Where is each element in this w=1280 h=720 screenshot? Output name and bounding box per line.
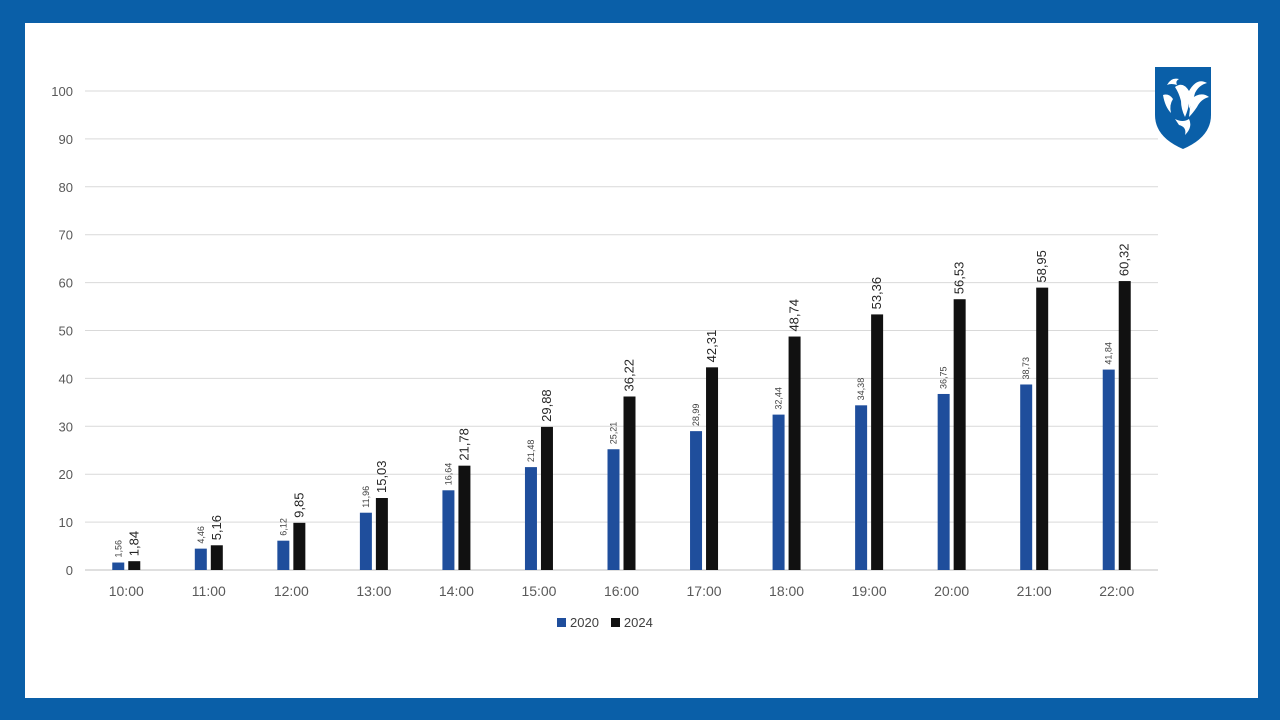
y-tick-label: 40 [59,371,73,386]
data-label-2020: 16,64 [443,463,453,486]
data-label-2020: 32,44 [774,387,784,410]
data-label-2020: 21,48 [526,440,536,463]
legend-label-2020: 2020 [570,614,599,630]
bar-2024 [540,426,553,570]
bar-2024 [1036,287,1049,570]
bar-2024 [210,545,223,570]
x-tick-label: 12:00 [274,583,309,599]
legend-swatch-2024 [610,617,620,627]
y-tick-label: 0 [66,563,73,578]
y-tick-label: 80 [59,180,73,195]
data-label-2024: 5,16 [209,515,224,540]
bar-2020 [1020,384,1033,570]
y-tick-label: 70 [59,228,73,243]
x-tick-label: 14:00 [439,583,474,599]
y-tick-label: 100 [51,84,73,99]
x-tick-label: 21:00 [1017,583,1052,599]
data-label-2020: 36,75 [939,366,949,389]
bar-2020 [524,467,537,570]
bar-2024 [293,522,306,570]
bar-2020 [112,562,125,570]
data-label-2020: 4,46 [196,526,206,544]
data-label-2024: 60,32 [1117,244,1132,277]
legend-label-2024: 2024 [623,614,653,630]
bar-2020 [855,405,868,570]
bar-2020 [607,449,620,570]
slide-panel: 0 10 20 30 40 50 60 70 80 90 100 1,56 1,84 4,46 5,16 6… [25,23,1258,698]
bar-2020 [194,548,207,570]
bar-2024 [1118,281,1131,570]
data-label-2024: 15,03 [374,460,389,493]
x-tick-label: 10:00 [109,583,144,599]
bar-2024 [953,299,966,570]
x-tick-label: 19:00 [852,583,887,599]
bar-2020 [937,393,950,570]
data-label-2020: 41,84 [1104,342,1114,365]
bar-2020 [1102,369,1115,570]
x-axis-ticks: 10:00 11:00 12:00 13:00 14:00 15:00 16:00 17:00… [109,583,1135,599]
bar-2020 [359,512,372,570]
bar-2020 [772,414,785,570]
data-label-2020: 34,38 [856,378,866,401]
data-label-2024: 36,22 [622,359,637,392]
data-label-2024: 29,88 [539,389,554,422]
data-label-2024: 56,53 [952,262,967,295]
y-tick-label: 50 [59,324,73,339]
y-tick-label: 20 [59,467,73,482]
x-tick-label: 20:00 [934,583,969,599]
legend-swatch-2020 [557,617,566,627]
bar-2024 [128,561,141,570]
data-label-2024: 48,74 [787,299,802,332]
x-tick-label: 16:00 [604,583,639,599]
x-tick-label: 22:00 [1099,583,1134,599]
legend-item-2020: 2020 [557,615,599,630]
x-tick-label: 15:00 [521,583,556,599]
bar-2020 [690,431,703,570]
bar-2024 [706,367,719,570]
chart-legend: 2020 2024 [557,613,665,631]
y-tick-label: 60 [59,276,73,291]
data-label-2024: 1,84 [126,531,141,556]
x-tick-label: 17:00 [687,583,722,599]
x-tick-label: 18:00 [769,583,804,599]
data-label-2024: 42,31 [704,330,719,363]
data-label-2020: 6,12 [278,518,288,536]
legend-item-2024: 2024 [610,614,653,630]
bar-2024 [623,396,636,570]
x-tick-label: 11:00 [192,583,226,599]
y-tick-label: 30 [59,419,73,434]
gridlines [85,90,1158,571]
bar-2024 [375,498,388,570]
y-tick-label: 90 [59,132,73,147]
data-label-2024: 58,95 [1034,250,1049,283]
data-label-2020: 25,21 [609,422,619,445]
data-label-2020: 38,73 [1021,357,1031,380]
bars [112,281,1131,570]
bar-2024 [871,314,884,570]
data-label-2024: 9,85 [291,493,306,518]
data-label-2020: 28,99 [691,404,701,427]
data-label-2020: 11,96 [361,486,371,508]
y-axis-ticks: 0 10 20 30 40 50 60 70 80 90 100 [51,84,73,578]
bar-chart: 0 10 20 30 40 50 60 70 80 90 100 1,56 1,84 4,46 5,16 6… [51,84,1158,599]
x-tick-label: 13:00 [356,583,391,599]
data-label-2024: 53,36 [869,277,884,310]
data-label-2024: 21,78 [456,428,471,461]
bar-2020 [277,540,290,570]
bar-2024 [458,465,471,570]
y-tick-label: 10 [59,515,73,530]
bird-crest-shield-icon [1155,67,1211,149]
bar-2024 [788,336,801,570]
bar-2020 [442,490,455,570]
data-label-2020: 1,56 [113,540,123,558]
